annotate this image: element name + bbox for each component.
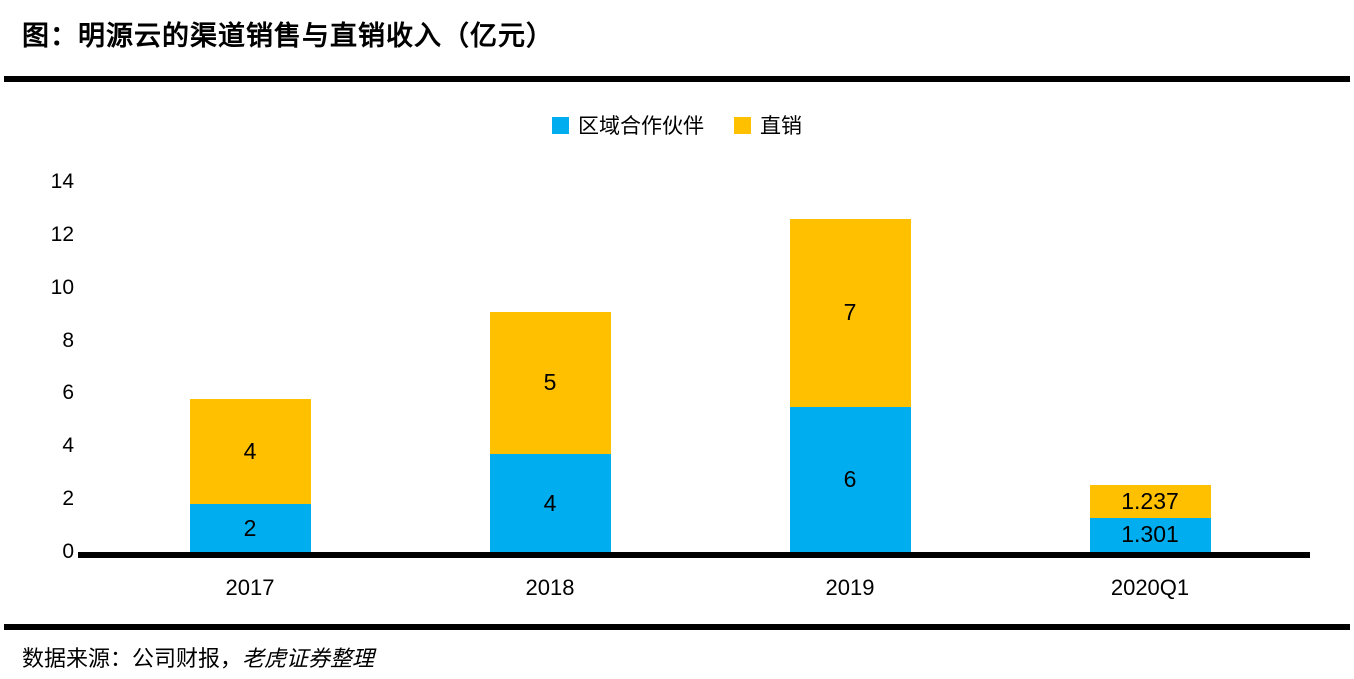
bar-group: 4 2 5 4 7 6 1.237 1.301 xyxy=(100,182,1300,552)
y-tick-label: 6 xyxy=(62,381,74,405)
legend-label-channel: 区域合作伙伴 xyxy=(578,115,704,138)
footer-divider xyxy=(4,624,1350,630)
legend-swatch-direct xyxy=(734,116,751,134)
segment-channel-partner: 4 xyxy=(489,454,611,552)
bar-value-label: 4 xyxy=(243,438,257,465)
bar-value-label: 2 xyxy=(243,514,257,541)
segment-channel-partner: 6 xyxy=(789,406,911,552)
bar-slot: 1.237 1.301 xyxy=(1000,182,1300,552)
x-tick-label: 2020Q1 xyxy=(1110,575,1190,600)
segment-direct-sales: 5 xyxy=(489,311,611,455)
bar-value-label: 6 xyxy=(843,465,857,492)
stacked-bar-2020Q1: 1.237 1.301 xyxy=(1089,484,1211,552)
bar-value-label: 5 xyxy=(543,369,557,396)
y-tick-label: 10 xyxy=(50,275,74,299)
source-note: 数据来源：公司财报，老虎证券整理 xyxy=(22,641,374,673)
x-tick-label: 2017 xyxy=(225,575,275,600)
y-tick-label: 4 xyxy=(62,434,74,458)
x-tick-label: 2018 xyxy=(525,575,575,600)
legend-label-direct: 直销 xyxy=(760,115,802,138)
title-divider xyxy=(4,76,1350,82)
x-axis-labels: 2017 2018 2019 2020Q1 xyxy=(100,575,1300,601)
bar-value-label: 7 xyxy=(843,299,857,326)
plot-area: 4 2 5 4 7 6 1.237 1.301 0 2 4 6 8 10 12 14 xyxy=(0,170,1354,563)
legend-swatch-channel xyxy=(552,116,569,134)
y-tick-label: 14 xyxy=(50,170,74,193)
bar-value-label: 4 xyxy=(543,489,557,516)
legend-item-direct: 直销 xyxy=(734,110,802,140)
x-axis-line xyxy=(78,552,1310,558)
bar-value-label: 1.237 xyxy=(1121,487,1179,514)
legend-item-channel: 区域合作伙伴 xyxy=(552,110,704,140)
legend: 区域合作伙伴 直销 xyxy=(0,110,1354,140)
segment-channel-partner: 2 xyxy=(189,504,311,552)
source-note-org: 老虎证券整理 xyxy=(242,646,375,671)
source-note-prefix: 数据来源：公司财报， xyxy=(22,646,243,671)
segment-direct-sales: 7 xyxy=(789,219,911,407)
y-tick-label: 12 xyxy=(50,222,74,246)
y-tick-label: 8 xyxy=(62,328,74,352)
chart-title: 图：明源云的渠道销售与直销收入（亿元） xyxy=(22,21,554,51)
segment-direct-sales: 4 xyxy=(189,398,311,505)
segment-channel-partner: 1.301 xyxy=(1089,517,1211,552)
segment-direct-sales: 1.237 xyxy=(1089,484,1211,518)
y-tick-label: 2 xyxy=(62,487,74,511)
bar-value-label: 1.301 xyxy=(1121,521,1179,548)
x-tick-label: 2019 xyxy=(825,575,875,600)
y-tick-label: 0 xyxy=(62,540,74,563)
